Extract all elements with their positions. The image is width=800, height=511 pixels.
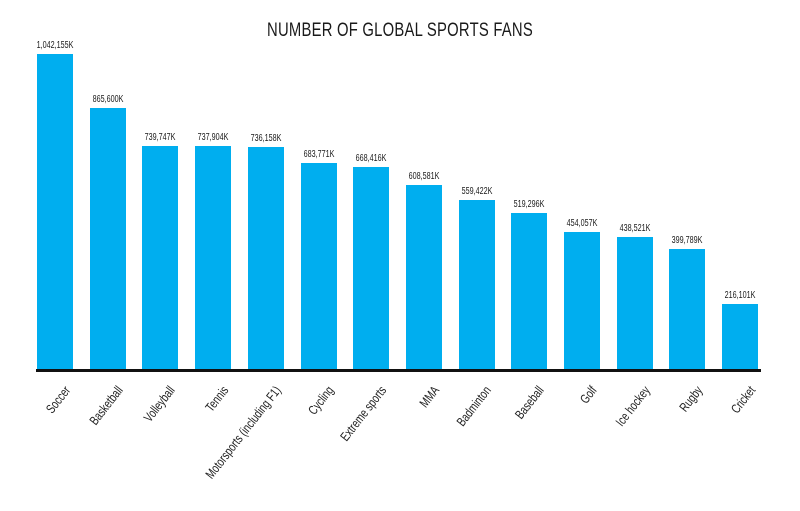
x-tick-label: Badminton [453, 383, 495, 429]
x-tick-label: Volleyball [141, 383, 179, 425]
value-label: 737,904K [197, 132, 229, 144]
bar-chart-plot: 1,042,155K Soccer 865,600K Basketball 739,74… [36, 40, 759, 481]
x-tick-label: Baseball [512, 383, 548, 422]
bar-basketball [89, 107, 126, 370]
x-axis-baseline [36, 369, 761, 372]
chart-title: NUMBER OF GLOBAL SPORTS FANS [267, 20, 533, 41]
bar-tennis [195, 146, 232, 370]
bar-mma [405, 185, 442, 370]
x-tick-label: Soccer [42, 383, 73, 417]
x-tick-label: Golf [576, 383, 600, 407]
value-label: 736,158K [250, 132, 282, 144]
value-label: 216,101K [724, 290, 756, 302]
x-tick-label: Cycling [304, 383, 337, 418]
bar-badminton [458, 200, 495, 370]
bar-extreme-sports [353, 167, 390, 370]
value-label: 865,600K [92, 93, 124, 105]
x-tick-label: Cricket [727, 383, 758, 417]
x-tick-label: Ice hockey [612, 383, 653, 429]
bar-baseball [511, 212, 548, 370]
bar-ice-hockey [616, 237, 653, 370]
x-tick-label: Tennis [201, 383, 231, 415]
value-label: 519,296K [513, 198, 545, 210]
bar-soccer [37, 54, 73, 370]
value-label: 608,581K [408, 171, 440, 183]
value-label: 399,789K [671, 234, 703, 246]
bar-motorsports-including-f1 [247, 146, 284, 370]
x-tick-label: MMA [415, 383, 442, 411]
value-label: 739,747K [144, 131, 176, 143]
bar-volleyball [142, 145, 179, 370]
value-label: 438,521K [619, 223, 651, 235]
bar-cricket [722, 304, 759, 370]
value-label: 559,422K [461, 186, 493, 198]
x-tick-label: Motorsports (including F1) [202, 383, 284, 482]
value-label: 668,416K [355, 153, 387, 165]
value-label: 1,042,155K [36, 40, 74, 51]
x-tick-label: Rugby [676, 383, 706, 415]
bar-rugby [669, 248, 706, 370]
x-tick-label: Basketball [86, 383, 126, 428]
value-label: 683,771K [303, 148, 334, 160]
bar-golf [564, 232, 600, 370]
value-label: 454,057K [566, 218, 598, 230]
bar-cycling [300, 162, 337, 370]
